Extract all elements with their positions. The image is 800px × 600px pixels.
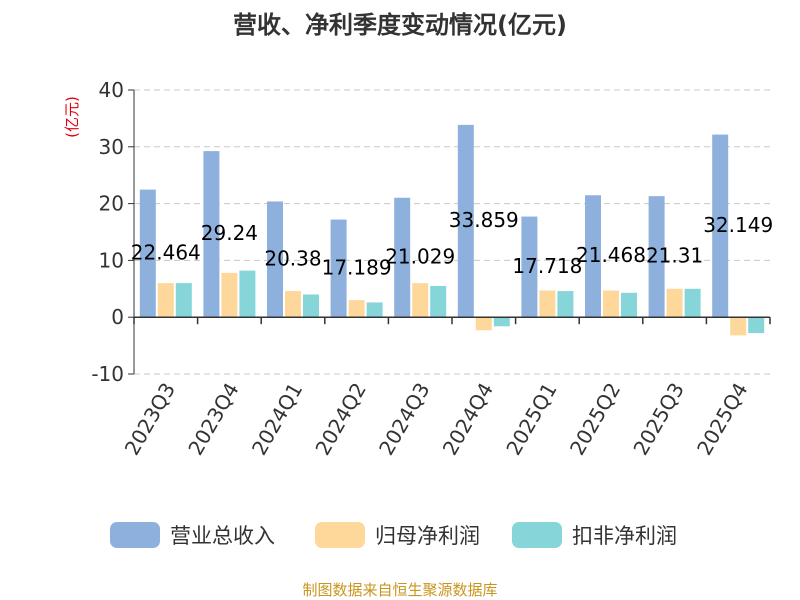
data-label: 17.718	[512, 254, 582, 278]
legend-swatch	[512, 522, 562, 548]
bar	[412, 283, 429, 318]
legend-label: 营业总收入	[170, 524, 275, 548]
bars	[139, 124, 765, 336]
bar	[239, 270, 256, 318]
x-tick-label: 2024Q4	[438, 379, 498, 460]
y-tick-label: 10	[99, 248, 124, 272]
x-tick-label: 2024Q3	[374, 379, 434, 460]
bar	[303, 294, 319, 318]
x-tick-label: 2025Q2	[565, 379, 625, 460]
bar	[157, 283, 174, 318]
bar	[493, 317, 510, 327]
legend-swatch	[315, 522, 365, 548]
bar	[348, 300, 365, 318]
bar	[430, 285, 447, 318]
data-label: 21.31	[646, 244, 703, 268]
data-label: 29.24	[201, 221, 258, 245]
bar	[730, 317, 747, 336]
data-label: 20.38	[264, 246, 321, 270]
legend-label: 归母净利润	[375, 524, 480, 548]
bar	[539, 290, 556, 318]
legend: 营业总收入 归母净利润 扣非净利润	[110, 522, 677, 548]
footer-source: 制图数据来自恒生聚源数据库	[302, 581, 497, 599]
bar	[648, 196, 665, 318]
data-label: 21.468	[576, 243, 646, 267]
x-tick-label: 2024Q1	[247, 379, 307, 460]
data-label: 32.149	[703, 213, 773, 237]
x-tick-label: 2023Q4	[183, 379, 243, 460]
bar	[203, 151, 220, 318]
bar	[267, 201, 283, 318]
y-tick-label: 40	[99, 78, 124, 102]
bar	[285, 291, 301, 318]
bar	[175, 283, 192, 318]
bar	[684, 288, 701, 318]
data-label: 21.029	[385, 244, 455, 268]
bar	[394, 197, 411, 318]
legend-label: 扣非净利润	[572, 524, 677, 548]
x-tick-label: 2023Q3	[120, 379, 180, 460]
x-tick-label: 2024Q2	[310, 379, 370, 460]
bar	[712, 134, 729, 318]
bar	[139, 189, 156, 318]
bar	[221, 272, 238, 318]
bar	[585, 195, 601, 318]
y-tick-label: 0	[111, 305, 124, 329]
x-tick-label: 2025Q3	[628, 379, 688, 460]
legend-swatch	[110, 522, 160, 548]
data-label: 17.189	[322, 255, 392, 279]
y-axis-label: (亿元)	[63, 96, 81, 138]
bar	[557, 291, 574, 318]
x-tick-label: 2025Q1	[501, 379, 561, 460]
y-tick-label: 20	[99, 192, 124, 216]
data-label: 33.859	[449, 208, 519, 232]
bar	[748, 317, 765, 334]
chart-title: 营收、净利季度变动情况(亿元)	[233, 11, 567, 39]
bar	[475, 317, 492, 331]
y-tick-label: -10	[91, 362, 124, 386]
bar	[366, 302, 383, 318]
bar	[521, 216, 538, 318]
y-tick-label: 30	[99, 135, 124, 159]
x-tick-label: 2025Q4	[692, 379, 752, 460]
bar	[621, 292, 637, 318]
bar	[457, 124, 474, 318]
data-label: 22.464	[131, 240, 201, 264]
bar	[330, 219, 347, 318]
bar	[666, 288, 683, 318]
bar	[603, 290, 619, 318]
